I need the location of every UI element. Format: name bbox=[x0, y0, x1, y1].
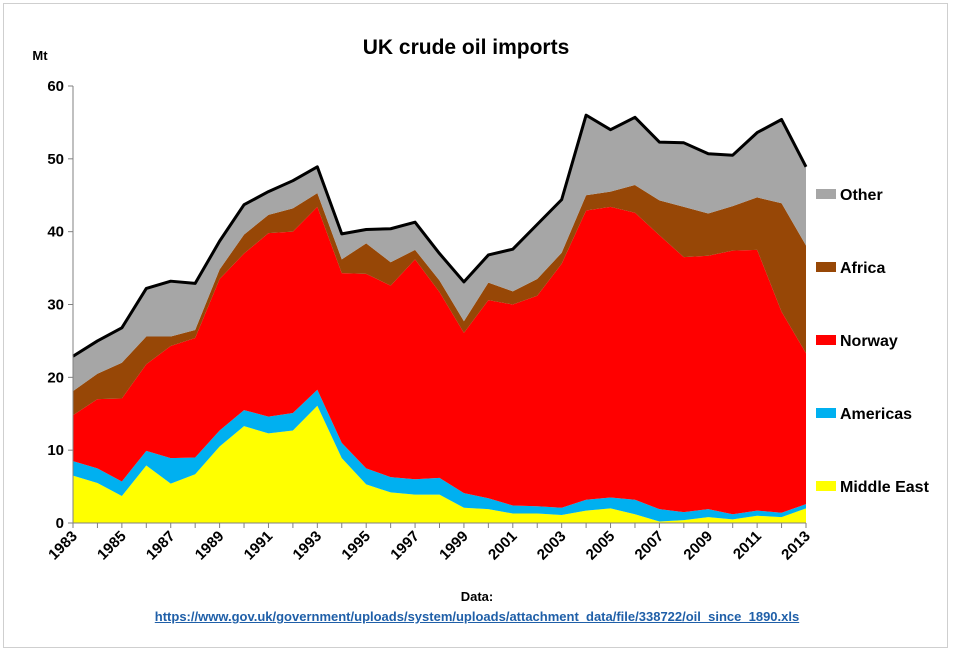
legend-swatch-americas bbox=[816, 408, 836, 418]
legend-swatch-middle-east bbox=[816, 481, 836, 491]
area-middle-east bbox=[73, 405, 806, 523]
y-tick-label: 0 bbox=[56, 515, 64, 532]
x-tick-label: 1997 bbox=[387, 528, 423, 564]
data-source-link[interactable]: https://www.gov.uk/government/uploads/sy… bbox=[154, 609, 800, 624]
axes bbox=[68, 85, 807, 528]
area-norway bbox=[73, 206, 806, 515]
x-tick-label: 2003 bbox=[534, 528, 570, 564]
x-tick-label: 2009 bbox=[680, 528, 716, 564]
y-tick-label: 20 bbox=[47, 369, 64, 386]
series-areas bbox=[73, 115, 806, 523]
area-other bbox=[73, 115, 806, 392]
legend-swatch-other bbox=[816, 189, 836, 199]
total-line bbox=[72, 113, 808, 358]
y-tick-label: 10 bbox=[47, 442, 64, 459]
total-line-group bbox=[72, 113, 808, 358]
x-tick-label: 1983 bbox=[45, 528, 81, 564]
y-tick-label: 50 bbox=[47, 151, 64, 168]
legend-swatch-norway bbox=[816, 335, 836, 345]
legend-label-norway: Norway bbox=[840, 333, 898, 350]
legend-label-middle-east: Middle East bbox=[840, 479, 930, 496]
x-tick-label: 1987 bbox=[143, 528, 179, 564]
legend-label-africa: Africa bbox=[840, 260, 885, 277]
data-source-label: Data: bbox=[460, 589, 494, 604]
legend-label-americas: Americas bbox=[840, 406, 912, 423]
x-tick-label: 1991 bbox=[241, 528, 277, 564]
area-africa bbox=[73, 185, 806, 416]
y-tick-label: 40 bbox=[47, 224, 64, 241]
legend: Other Africa Norway Americas Middle East bbox=[816, 187, 930, 496]
x-tick-labels: 1983 1985 1987 1989 1991 1993 1995 1997 1999 2001… bbox=[45, 528, 814, 564]
x-tick-label: 1985 bbox=[94, 528, 130, 564]
x-tick-label: 1995 bbox=[338, 528, 374, 564]
legend-label-other: Other bbox=[840, 187, 883, 204]
legend-swatch-africa bbox=[816, 262, 836, 272]
x-tick-label: 2013 bbox=[778, 528, 814, 564]
x-tick-label: 2011 bbox=[730, 528, 765, 563]
y-tick-labels: 0 10 20 30 40 50 60 bbox=[47, 78, 64, 532]
unit-label: Mt bbox=[32, 48, 48, 63]
x-tick-label: 2007 bbox=[632, 528, 668, 564]
x-tick-label: 2005 bbox=[583, 528, 619, 564]
chart-title: UK crude oil imports bbox=[363, 36, 570, 59]
y-tick-label: 30 bbox=[47, 297, 64, 314]
x-tick-label: 1989 bbox=[192, 528, 228, 564]
y-tick-label: 60 bbox=[47, 78, 64, 95]
x-tick-label: 1993 bbox=[290, 528, 326, 564]
area-americas bbox=[73, 389, 806, 522]
x-tick-label: 2001 bbox=[485, 528, 521, 564]
x-tick-label: 1999 bbox=[436, 528, 472, 564]
